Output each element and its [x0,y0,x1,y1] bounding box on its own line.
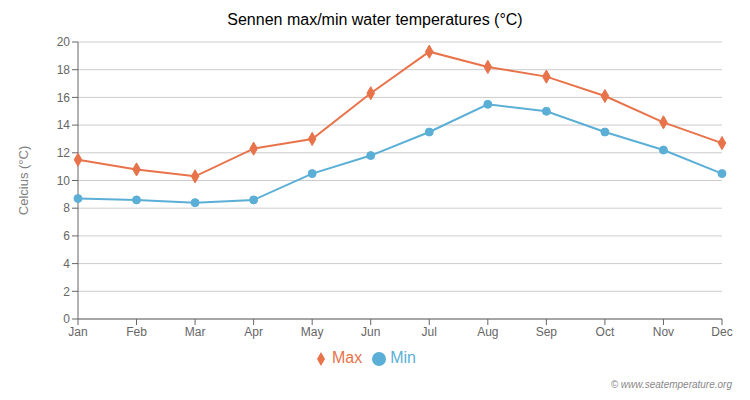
svg-text:Sep: Sep [536,325,558,339]
html-text:© www.seatemperature.org: © www.seatemperature.org [610,379,732,390]
svg-text:Jun: Jun [361,325,380,339]
svg-text:Feb: Feb [126,325,147,339]
svg-text:Aug: Aug [477,325,498,339]
html-text:Sennen max/min water temperatu: Sennen max/min water temperatures (°C) [227,11,523,28]
svg-text:16: 16 [57,91,71,105]
svg-text:Dec: Dec [711,325,732,339]
svg-text:Celcius (°C): Celcius (°C) [16,146,31,215]
svg-text:Apr: Apr [244,325,263,339]
svg-text:14: 14 [57,118,71,132]
svg-text:4: 4 [63,257,70,271]
svg-text:May: May [301,325,324,339]
svg-text:Mar: Mar [185,325,206,339]
svg-text:0: 0 [63,312,70,326]
svg-text:20: 20 [57,35,71,49]
svg-text:18: 18 [57,63,71,77]
html-text:Max: Max [332,349,363,366]
svg-text:Oct: Oct [596,325,615,339]
svg-text:Nov: Nov [653,325,674,339]
svg-text:6: 6 [63,229,70,243]
svg-text:8: 8 [63,201,70,215]
svg-text:10: 10 [57,174,71,188]
svg-text:12: 12 [57,146,71,160]
svg-text:Jan: Jan [68,325,87,339]
svg-text:Jul: Jul [422,325,437,339]
html-text:Min: Min [390,349,416,366]
svg-text:2: 2 [63,285,70,299]
